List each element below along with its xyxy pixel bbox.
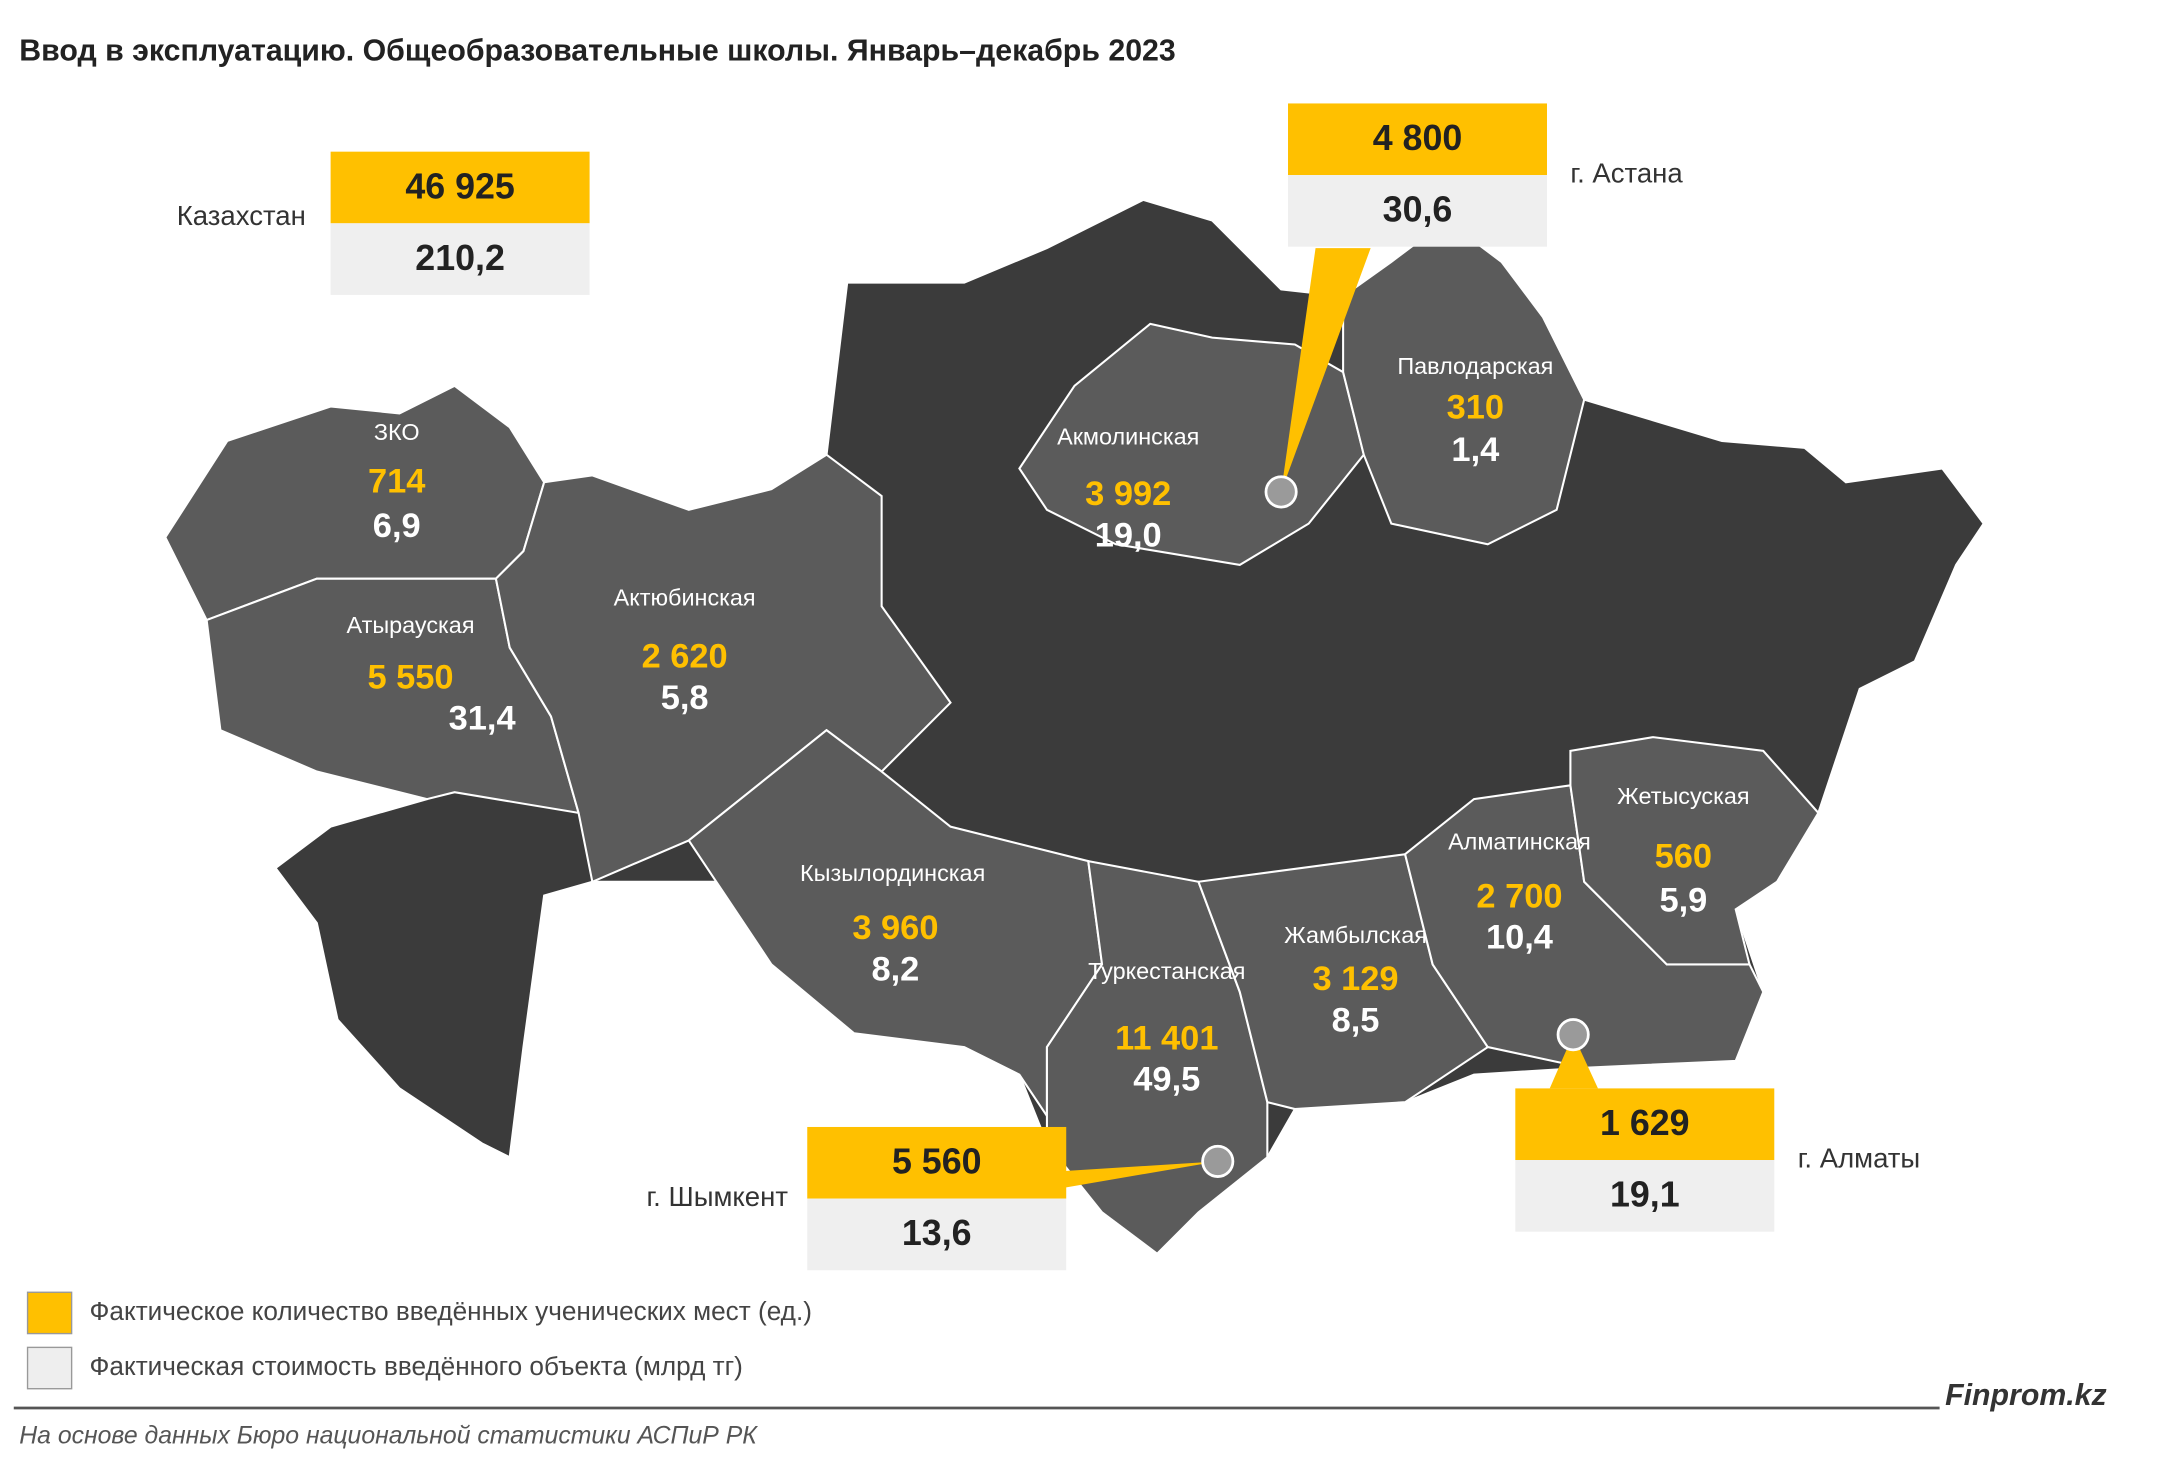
city-name: г. Алматы (1798, 1142, 1921, 1173)
region-name: Атырауская (347, 612, 475, 638)
map (164, 198, 1985, 1256)
region-name: Жетысуская (1617, 783, 1749, 809)
cost-box (1515, 1160, 1775, 1232)
cost-value: 30,6 (1383, 190, 1453, 230)
seats-value: 5 560 (892, 1142, 982, 1182)
region-seats: 714 (368, 463, 425, 501)
cost-value: 19,1 (1610, 1175, 1680, 1215)
cost-box (1288, 175, 1547, 247)
seats-value: 1 629 (1600, 1103, 1690, 1143)
region-cost: 5,9 (1659, 882, 1707, 920)
legend-label: Фактическое количество введённых учениче… (90, 1296, 812, 1326)
city-marker (1264, 475, 1298, 509)
region-seats: 3 129 (1312, 960, 1398, 998)
legend-swatch (26, 1291, 73, 1335)
region-shape (1403, 784, 1765, 1069)
city-marker (1556, 1018, 1590, 1052)
seats-value: 4 800 (1373, 118, 1463, 158)
seats-box (1288, 103, 1547, 176)
region-name: Акмолинская (1057, 423, 1199, 449)
region-cost: 8,5 (1332, 1001, 1380, 1039)
title: Ввод в эксплуатацию. Общеобразовательные… (19, 34, 1175, 67)
total-label: Казахстан (177, 200, 306, 231)
region-name: Туркестанская (1088, 958, 1245, 984)
brand: Finprom.kz (1945, 1379, 2107, 1412)
legend-swatch (26, 1346, 73, 1390)
city-marker (1201, 1144, 1235, 1178)
seats-box (1515, 1088, 1775, 1161)
seats-box (807, 1126, 1067, 1199)
seats-value: 46 925 (405, 166, 515, 206)
region-seats: 3 960 (852, 909, 938, 947)
region-seats: 2 620 (642, 638, 728, 676)
seats-box (330, 151, 590, 224)
region-cost: 19,0 (1095, 516, 1162, 554)
cost-value: 210,2 (415, 238, 505, 278)
region-seats: 11 401 (1115, 1019, 1218, 1057)
region-cost: 8,2 (871, 950, 919, 988)
region-cost: 31,4 (449, 700, 516, 738)
legend-label: Фактическая стоимость введённого объекта… (90, 1351, 743, 1381)
region-shape (1569, 736, 1820, 966)
region-cost: 5,8 (661, 679, 709, 717)
pointer (1549, 1034, 1598, 1089)
pointer (1281, 248, 1371, 492)
region-name: Кызылординская (800, 860, 985, 886)
region-name: Алматинская (1448, 828, 1591, 854)
region-labels: ЗКО 714 6,9 Атырауская 5 550 31,4 Актюбинская 2… (347, 353, 1750, 1098)
cost-box (330, 223, 590, 295)
city-name: г. Шымкент (646, 1181, 788, 1212)
legend: Фактическое количество введённых учениче… (26, 1291, 812, 1390)
region-cost: 10,4 (1486, 919, 1553, 957)
region-seats: 2 700 (1476, 877, 1562, 915)
city-name: г. Астана (1570, 157, 1683, 188)
region-seats: 3 992 (1085, 475, 1171, 513)
region-name: Актюбинская (614, 585, 756, 611)
cost-value: 13,6 (902, 1213, 972, 1253)
region-cost: 6,9 (373, 507, 421, 545)
region-seats: 5 550 (367, 658, 453, 696)
source: На основе данных Бюро национальной стати… (19, 1422, 758, 1449)
region-cost: 1,4 (1451, 431, 1499, 469)
region-seats: 310 (1447, 388, 1504, 426)
region-name: ЗКО (374, 419, 420, 445)
cost-box (807, 1198, 1067, 1271)
region-name: Жамбылская (1284, 922, 1427, 948)
region-name: Павлодарская (1397, 353, 1553, 379)
region-cost: 49,5 (1133, 1061, 1200, 1099)
region-seats: 560 (1655, 837, 1712, 875)
